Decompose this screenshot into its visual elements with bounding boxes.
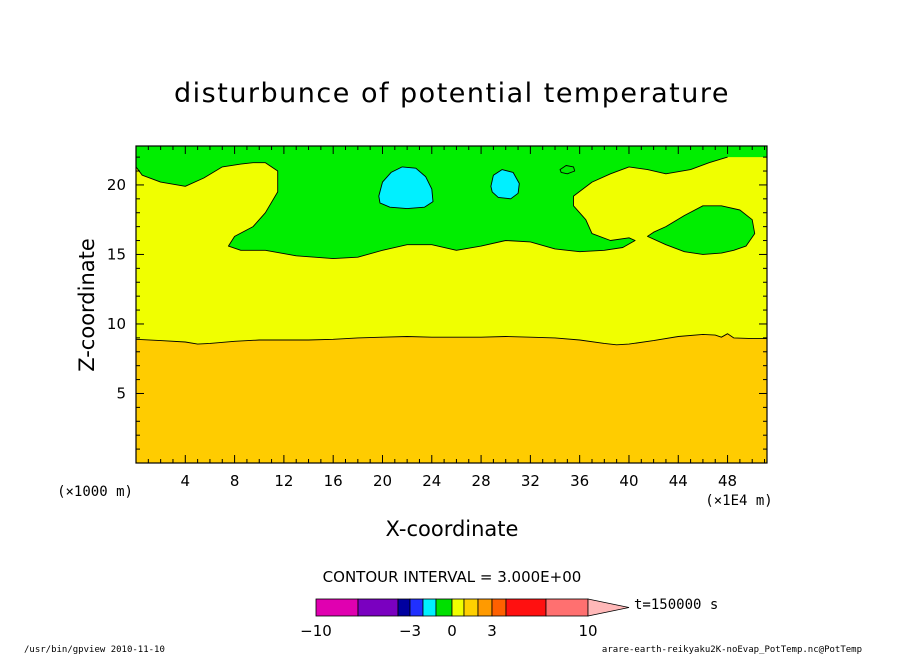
colorbar-segment (422, 598, 437, 617)
contour-line-cyan_left (378, 166, 434, 210)
contour-line-green_upper (135, 156, 728, 260)
y-axis-label: Z-coordinate (75, 238, 99, 372)
colorbar-segment (545, 598, 589, 617)
contour-interval-text: CONTOUR INTERVAL = 3.000E+00 (323, 568, 582, 586)
x-tick-label: 40 (619, 472, 638, 490)
time-label: t=150000 s (634, 597, 718, 613)
colorbar-segment (451, 598, 465, 617)
colorbar-segment (435, 598, 453, 617)
x-tick-label: 4 (181, 472, 191, 490)
x-tick-labels: 4 8 12 16 20 24 28 32 36 40 44 48 (181, 472, 738, 490)
contour-line-cyan_right (490, 169, 520, 200)
colorbar-label: 0 (447, 622, 457, 640)
colorbar-segment (315, 598, 359, 617)
footer-right: arare-earth-reikyaku2K-noEvap_PotTemp.nc… (602, 645, 862, 654)
x-tick-label: 16 (324, 472, 343, 490)
contour-lines (135, 156, 767, 346)
contour-line-green_dot (559, 165, 576, 175)
contour-line-green_right (647, 205, 756, 255)
region-green_right (647, 205, 755, 255)
colorbar-segment (397, 598, 411, 617)
y-tick-label: 15 (107, 245, 126, 263)
x-tick-label: 24 (422, 472, 441, 490)
colorbar-labels: −10 −3 0 3 10 (300, 622, 597, 640)
colorbar-segment (477, 598, 493, 617)
colorbar-segment (357, 598, 399, 617)
x-tick-label: 44 (669, 472, 688, 490)
x-unit-right: (×1E4 m) (705, 493, 772, 509)
contour-line-lower (135, 333, 767, 346)
colorbar-label: 3 (487, 622, 497, 640)
x-axis-label: X-coordinate (386, 517, 519, 541)
x-tick-label: 8 (230, 472, 240, 490)
x-tick-label: 32 (521, 472, 540, 490)
region-lower (136, 333, 767, 463)
colorbar-segment (409, 598, 424, 617)
colorbar-segment (463, 598, 479, 617)
colorbar-label: −3 (399, 622, 421, 640)
region-cyan_left (378, 166, 433, 209)
colorbar (315, 598, 630, 617)
x-tick-label: 36 (570, 472, 589, 490)
colorbar-label: 10 (578, 622, 597, 640)
region-cyan_right (490, 169, 520, 199)
axis-ticks (136, 146, 767, 463)
plot-frame (135, 145, 768, 464)
x-tick-label: 28 (472, 472, 491, 490)
colorbar-segment (491, 598, 507, 617)
x-tick-label: 20 (373, 472, 392, 490)
y-tick-label: 20 (107, 176, 126, 194)
x-tick-label: 12 (274, 472, 293, 490)
colorbar-arrow (587, 598, 630, 617)
colorbar-label: −10 (300, 622, 332, 640)
y-tick-label: 10 (107, 315, 126, 333)
y-tick-label: 5 (116, 384, 126, 402)
x-tick-label: 48 (718, 472, 737, 490)
colorbar-segment (505, 598, 547, 617)
x-unit-left: (×1000 m) (57, 484, 133, 500)
footer-left: /usr/bin/gpview 2010-11-10 (24, 645, 165, 654)
contour-fill-regions (136, 146, 767, 463)
chart-title: disturbunce of potential temperature (174, 78, 730, 109)
y-tick-labels: 5 10 15 20 (107, 176, 126, 403)
